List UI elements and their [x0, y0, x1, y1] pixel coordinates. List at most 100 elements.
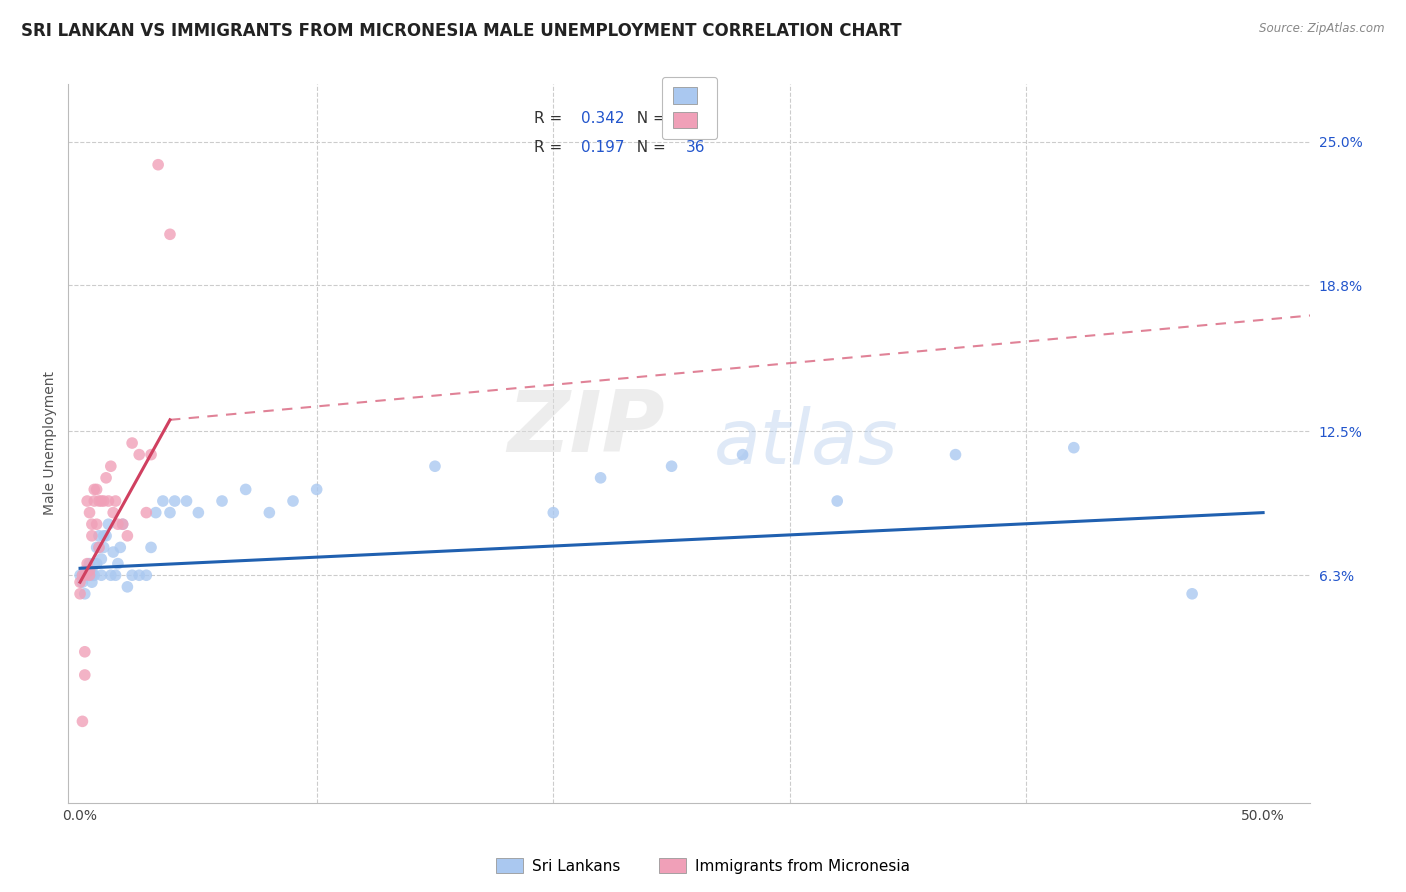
Point	[83, 494, 105, 508]
Point	[1181, 587, 1204, 601]
Point	[79, 506, 101, 520]
Text: 0.342: 0.342	[581, 112, 624, 126]
Point	[69, 587, 91, 601]
Point	[86, 517, 108, 532]
Point	[100, 568, 122, 582]
Point	[305, 483, 328, 497]
Point	[73, 568, 96, 582]
Point	[93, 529, 115, 543]
Point	[121, 436, 143, 450]
Legend: , : ,	[662, 77, 717, 139]
Point	[543, 506, 565, 520]
Point	[73, 587, 96, 601]
Point	[110, 541, 132, 555]
Point	[139, 448, 162, 462]
Text: N =: N =	[627, 140, 671, 155]
Point	[86, 541, 108, 555]
Legend: Sri Lankans, Immigrants from Micronesia: Sri Lankans, Immigrants from Micronesia	[489, 852, 917, 880]
Point	[139, 541, 162, 555]
Point	[107, 517, 129, 532]
Point	[87, 529, 110, 543]
Text: N =: N =	[627, 112, 671, 126]
Point	[72, 714, 94, 729]
Point	[79, 568, 101, 582]
Point	[176, 494, 198, 508]
Point	[80, 564, 103, 578]
Point	[72, 575, 94, 590]
Point	[79, 564, 101, 578]
Point	[111, 517, 134, 532]
Point	[731, 448, 754, 462]
Point	[80, 517, 103, 532]
Point	[259, 506, 281, 520]
Point	[73, 668, 96, 682]
Point	[100, 459, 122, 474]
Point	[87, 541, 110, 555]
Point	[128, 448, 150, 462]
Point	[72, 568, 94, 582]
Point	[103, 545, 125, 559]
Point	[589, 471, 612, 485]
Point	[86, 557, 108, 571]
Point	[135, 506, 157, 520]
Point	[159, 227, 181, 242]
Text: Source: ZipAtlas.com: Source: ZipAtlas.com	[1260, 22, 1385, 36]
Point	[87, 541, 110, 555]
Point	[80, 568, 103, 582]
Point	[79, 568, 101, 582]
Point	[163, 494, 186, 508]
Point	[117, 580, 139, 594]
Point	[76, 568, 98, 582]
Point	[104, 494, 127, 508]
Point	[152, 494, 174, 508]
Point	[103, 506, 125, 520]
Point	[97, 494, 120, 508]
Point	[83, 483, 105, 497]
Point	[80, 575, 103, 590]
Point	[79, 568, 101, 582]
Text: 59: 59	[686, 112, 704, 126]
Point	[146, 158, 169, 172]
Point	[73, 645, 96, 659]
Point	[945, 448, 967, 462]
Point	[104, 568, 127, 582]
Point	[825, 494, 848, 508]
Point	[83, 568, 105, 582]
Point	[93, 541, 115, 555]
Point	[90, 552, 112, 566]
Point	[111, 517, 134, 532]
Point	[83, 557, 105, 571]
Point	[97, 517, 120, 532]
Text: ZIP: ZIP	[506, 387, 665, 470]
Point	[90, 568, 112, 582]
Point	[86, 483, 108, 497]
Point	[211, 494, 233, 508]
Point	[72, 568, 94, 582]
Point	[73, 564, 96, 578]
Point	[159, 506, 181, 520]
Point	[235, 483, 257, 497]
Point	[1063, 441, 1085, 455]
Point	[94, 471, 117, 485]
Point	[87, 494, 110, 508]
Point	[80, 529, 103, 543]
Point	[93, 494, 115, 508]
Text: 36: 36	[686, 140, 704, 155]
Point	[107, 557, 129, 571]
Text: R =: R =	[534, 112, 567, 126]
Text: 0.197: 0.197	[581, 140, 624, 155]
Point	[94, 529, 117, 543]
Point	[73, 568, 96, 582]
Point	[90, 494, 112, 508]
Point	[69, 575, 91, 590]
Point	[76, 557, 98, 571]
Point	[145, 506, 167, 520]
Point	[661, 459, 683, 474]
Text: atlas: atlas	[714, 406, 898, 480]
Point	[117, 529, 139, 543]
Point	[135, 568, 157, 582]
Y-axis label: Male Unemployment: Male Unemployment	[44, 371, 58, 515]
Point	[76, 494, 98, 508]
Text: SRI LANKAN VS IMMIGRANTS FROM MICRONESIA MALE UNEMPLOYMENT CORRELATION CHART: SRI LANKAN VS IMMIGRANTS FROM MICRONESIA…	[21, 22, 901, 40]
Point	[281, 494, 304, 508]
